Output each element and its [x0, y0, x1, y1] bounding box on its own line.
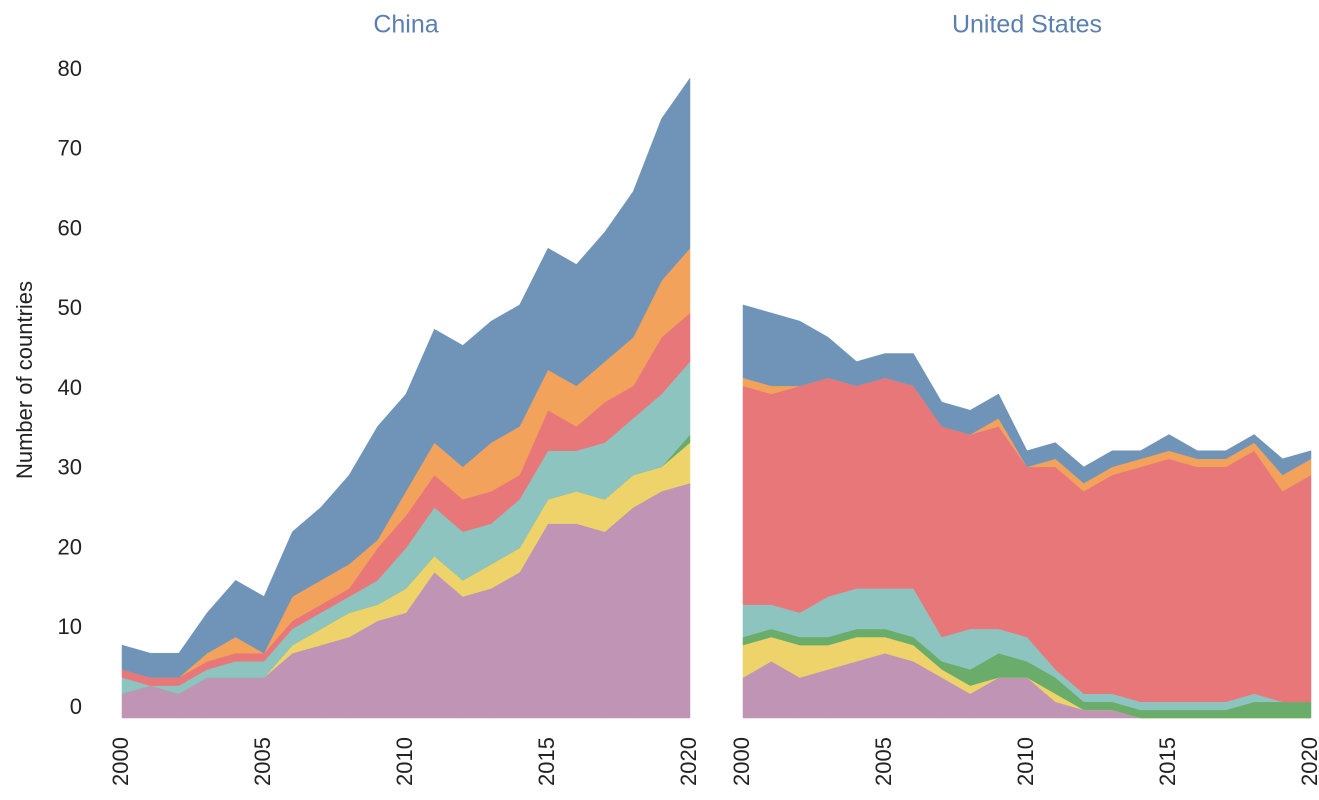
- y-tick-label: 10: [58, 614, 82, 639]
- x-tick-label: 2000: [108, 737, 133, 786]
- area-series: [742, 304, 1312, 484]
- y-axis-label: Number of countries: [12, 281, 37, 479]
- panel-title: China: [373, 11, 438, 39]
- y-tick-label: 40: [58, 375, 82, 400]
- x-tick-label: 2010: [392, 737, 417, 786]
- x-tick-label: 2015: [1155, 737, 1180, 786]
- x-tick-label: 2000: [729, 737, 754, 786]
- panel-title: United States: [952, 11, 1102, 39]
- y-tick-label: 50: [58, 295, 82, 320]
- x-tick-label: 2015: [534, 737, 559, 786]
- y-tick-label: 60: [58, 215, 82, 240]
- x-tick-label: 2005: [250, 737, 275, 786]
- x-tick-label: 2005: [871, 737, 896, 786]
- y-tick-label: 0: [70, 694, 82, 719]
- x-tick-label: 2020: [1297, 737, 1319, 786]
- y-tick-label: 30: [58, 455, 82, 480]
- x-tick-label: 2010: [1013, 737, 1038, 786]
- y-tick-label: 20: [58, 534, 82, 559]
- x-tick-label: 2020: [676, 737, 701, 786]
- y-tick-label: 70: [58, 136, 82, 161]
- y-tick-label: 80: [58, 56, 82, 81]
- area-series: [121, 77, 691, 678]
